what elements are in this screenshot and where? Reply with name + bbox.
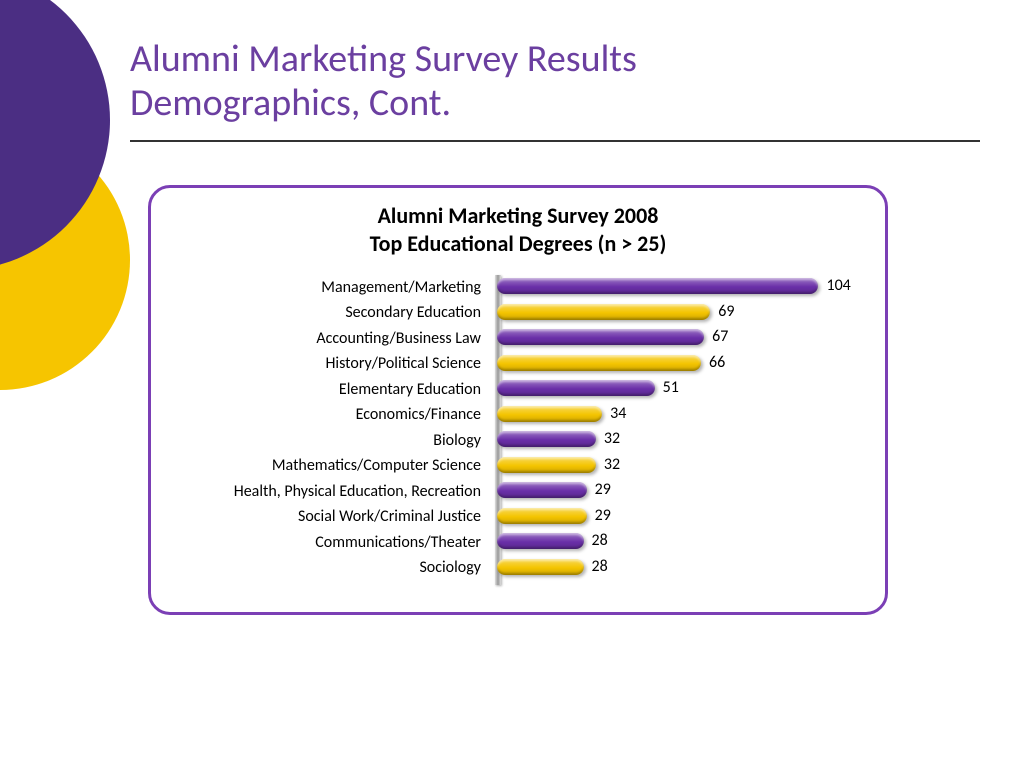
category-label: Communications/Theater xyxy=(169,533,489,552)
category-label: Management/Marketing xyxy=(169,278,489,297)
category-label: Mathematics/Computer Science xyxy=(169,456,489,475)
bar xyxy=(497,431,596,447)
category-label: Sociology xyxy=(169,558,489,577)
chart-row: Accounting/Business Law 67 xyxy=(169,326,867,350)
category-label: Secondary Education xyxy=(169,303,489,322)
bar-zone: 34 xyxy=(489,406,867,424)
slide-title-line2: Demographics, Cont. xyxy=(130,82,637,126)
value-label: 29 xyxy=(595,480,611,499)
bar-zone: 69 xyxy=(489,304,867,322)
value-label: 32 xyxy=(604,455,620,474)
value-label: 28 xyxy=(592,531,608,550)
bar xyxy=(497,457,596,473)
category-label: History/Political Science xyxy=(169,354,489,373)
chart-row: Economics/Finance 34 xyxy=(169,403,867,427)
bar xyxy=(497,329,704,345)
chart-container: Alumni Marketing Survey 2008 Top Educati… xyxy=(148,185,888,615)
category-label: Elementary Education xyxy=(169,380,489,399)
chart-title: Alumni Marketing Survey 2008 Top Educati… xyxy=(169,202,867,257)
category-label: Economics/Finance xyxy=(169,405,489,424)
bar-zone: 32 xyxy=(489,431,867,449)
bar-zone: 29 xyxy=(489,482,867,500)
chart-row: Management/Marketing 104 xyxy=(169,275,867,299)
value-label: 29 xyxy=(595,506,611,525)
value-label: 66 xyxy=(709,353,725,372)
chart-title-line2: Top Educational Degrees (n > 25) xyxy=(169,230,867,258)
chart-row: Secondary Education 69 xyxy=(169,301,867,325)
chart-row: Sociology 28 xyxy=(169,556,867,580)
value-label: 28 xyxy=(592,557,608,576)
value-label: 69 xyxy=(718,302,734,321)
bar-zone: 66 xyxy=(489,355,867,373)
bar xyxy=(497,278,818,294)
bar-zone: 67 xyxy=(489,329,867,347)
bar-zone: 51 xyxy=(489,380,867,398)
chart-row: Mathematics/Computer Science 32 xyxy=(169,454,867,478)
category-label: Health, Physical Education, Recreation xyxy=(169,482,489,501)
bar xyxy=(497,508,587,524)
chart-row: Biology 32 xyxy=(169,428,867,452)
bar xyxy=(497,559,584,575)
bar xyxy=(497,355,701,371)
bar-zone: 28 xyxy=(489,559,867,577)
bar xyxy=(497,406,602,422)
bar-zone: 104 xyxy=(489,278,867,296)
category-label: Social Work/Criminal Justice xyxy=(169,507,489,526)
chart-row: Elementary Education 51 xyxy=(169,377,867,401)
value-label: 34 xyxy=(610,404,626,423)
bar-zone: 28 xyxy=(489,533,867,551)
value-label: 32 xyxy=(604,429,620,448)
chart-row: Communications/Theater 28 xyxy=(169,530,867,554)
chart-row: Social Work/Criminal Justice 29 xyxy=(169,505,867,529)
bar xyxy=(497,380,655,396)
value-label: 67 xyxy=(712,327,728,346)
chart-row: Health, Physical Education, Recreation 29 xyxy=(169,479,867,503)
category-label: Biology xyxy=(169,431,489,450)
slide-title: Alumni Marketing Survey Results Demograp… xyxy=(130,38,637,125)
chart-title-line1: Alumni Marketing Survey 2008 xyxy=(169,202,867,230)
bar xyxy=(497,533,584,549)
chart-plot-area: Management/Marketing 104 Secondary Educati… xyxy=(169,275,867,585)
bar-zone: 32 xyxy=(489,457,867,475)
title-underline xyxy=(130,140,980,142)
bar-zone: 29 xyxy=(489,508,867,526)
chart-row: History/Political Science 66 xyxy=(169,352,867,376)
slide-title-line1: Alumni Marketing Survey Results xyxy=(130,38,637,82)
value-label: 51 xyxy=(663,378,679,397)
category-label: Accounting/Business Law xyxy=(169,329,489,348)
bar xyxy=(497,304,710,320)
value-label: 104 xyxy=(826,276,850,295)
bar xyxy=(497,482,587,498)
